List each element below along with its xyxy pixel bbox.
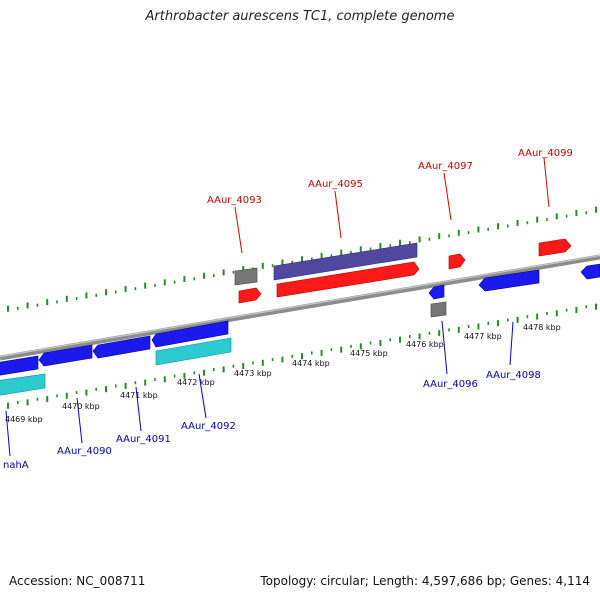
gene-arrow[interactable]: [448, 253, 466, 270]
scale-label: 4478 kbp: [523, 323, 561, 332]
genome-backbone-highlight: [0, 254, 600, 358]
gene-label[interactable]: nahA: [3, 460, 29, 471]
gene-label[interactable]: AAur_4097: [418, 161, 473, 172]
scale-labels: 4469 kbp 4470 kbp 4471 kbp 4472 kbp 4473…: [5, 323, 561, 424]
gene-arrow[interactable]: [38, 344, 93, 367]
label-leader: [443, 172, 452, 221]
gene-arrow[interactable]: [430, 301, 447, 318]
scale-label: 4469 kbp: [5, 415, 43, 424]
gene-label[interactable]: AAur_4098: [486, 370, 541, 381]
gene-label[interactable]: AAur_4093: [207, 195, 262, 206]
minus-strand-labels: nahA AAur_4090 AAur_4091 AAur_4092 AAur_…: [3, 320, 541, 471]
scale-label: 4474 kbp: [292, 359, 330, 368]
scale-label: 4472 kbp: [177, 378, 215, 387]
gene-arrow[interactable]: [234, 267, 258, 286]
gene-arrow[interactable]: [538, 238, 572, 257]
scale-label: 4470 kbp: [62, 402, 100, 411]
gene-arrow[interactable]: [478, 269, 540, 292]
gene-label[interactable]: AAur_4096: [423, 379, 478, 390]
label-leader: [234, 206, 243, 254]
gene-arrow[interactable]: [273, 242, 418, 281]
genome-summary: Topology: circular; Length: 4,597,686 bp…: [260, 574, 590, 588]
scale-label: 4476 kbp: [406, 340, 444, 349]
gene-label[interactable]: AAur_4090: [57, 446, 112, 457]
gene-features: [0, 238, 600, 396]
gene-arrow[interactable]: [0, 355, 39, 376]
gene-label[interactable]: AAur_4099: [518, 148, 573, 159]
gene-arrow[interactable]: [238, 287, 262, 304]
scale-label: 4477 kbp: [464, 332, 502, 341]
gene-arrow[interactable]: [151, 320, 229, 348]
map-title: Arthrobacter aurescens TC1, complete gen…: [145, 9, 455, 24]
label-leader: [441, 320, 448, 375]
gene-arrow[interactable]: [0, 373, 46, 396]
gene-arrow[interactable]: [580, 263, 600, 280]
genome-backbone: [0, 254, 600, 361]
accession-text: Accession: NC_008711: [9, 574, 146, 588]
scale-label: 4473 kbp: [234, 369, 272, 378]
outer-tick-track: [7, 206, 597, 312]
gene-label[interactable]: AAur_4091: [116, 434, 171, 445]
gene-label[interactable]: AAur_4092: [181, 421, 236, 432]
scale-label: 4471 kbp: [120, 391, 158, 400]
gene-arrow[interactable]: [92, 335, 151, 359]
gene-arrow[interactable]: [276, 261, 420, 298]
gene-arrow[interactable]: [428, 284, 445, 300]
label-leader: [334, 190, 342, 239]
label-leader: [135, 386, 142, 432]
label-leader: [76, 397, 83, 444]
inner-tick-track: [7, 303, 597, 409]
scale-label: 4475 kbp: [350, 349, 388, 358]
plus-strand-labels: AAur_4093 AAur_4095 AAur_4097 AAur_4099: [207, 148, 573, 254]
gene-label[interactable]: AAur_4095: [308, 179, 363, 190]
label-leader: [543, 157, 550, 208]
label-leader: [198, 373, 207, 419]
gene-arrow[interactable]: [155, 337, 232, 366]
label-leader: [5, 410, 11, 457]
label-leader: [509, 321, 514, 366]
